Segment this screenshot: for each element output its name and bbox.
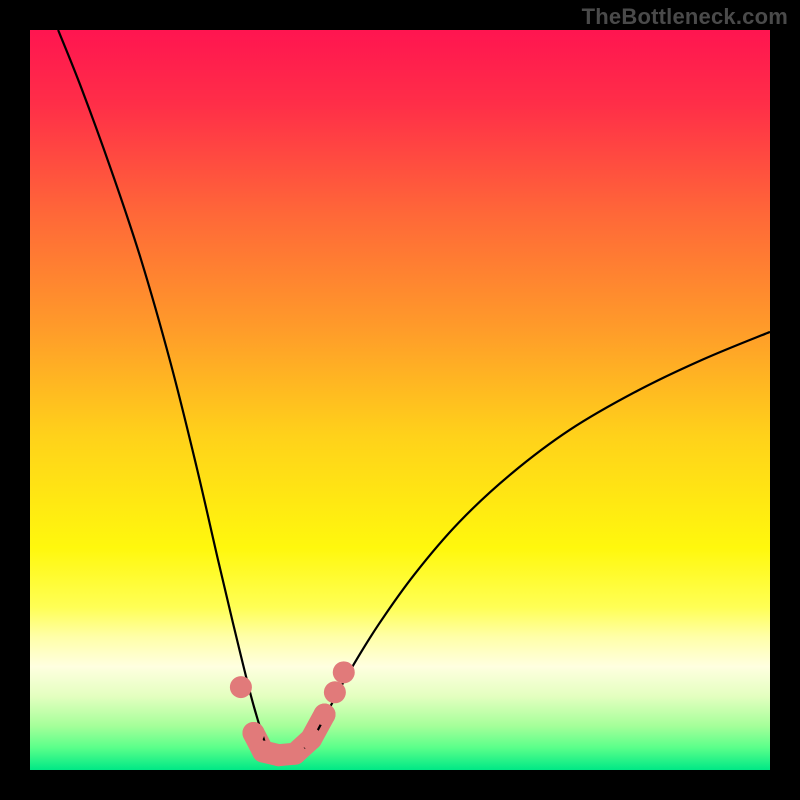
plot-background [30,30,770,770]
marker-dot [333,661,355,683]
marker-dot [314,704,336,726]
marker-dot [230,676,252,698]
marker-dot [284,743,306,765]
marker-dot [300,728,322,750]
marker-dot [324,681,346,703]
watermark-text: TheBottleneck.com [582,4,788,30]
bottleneck-chart [30,30,770,770]
